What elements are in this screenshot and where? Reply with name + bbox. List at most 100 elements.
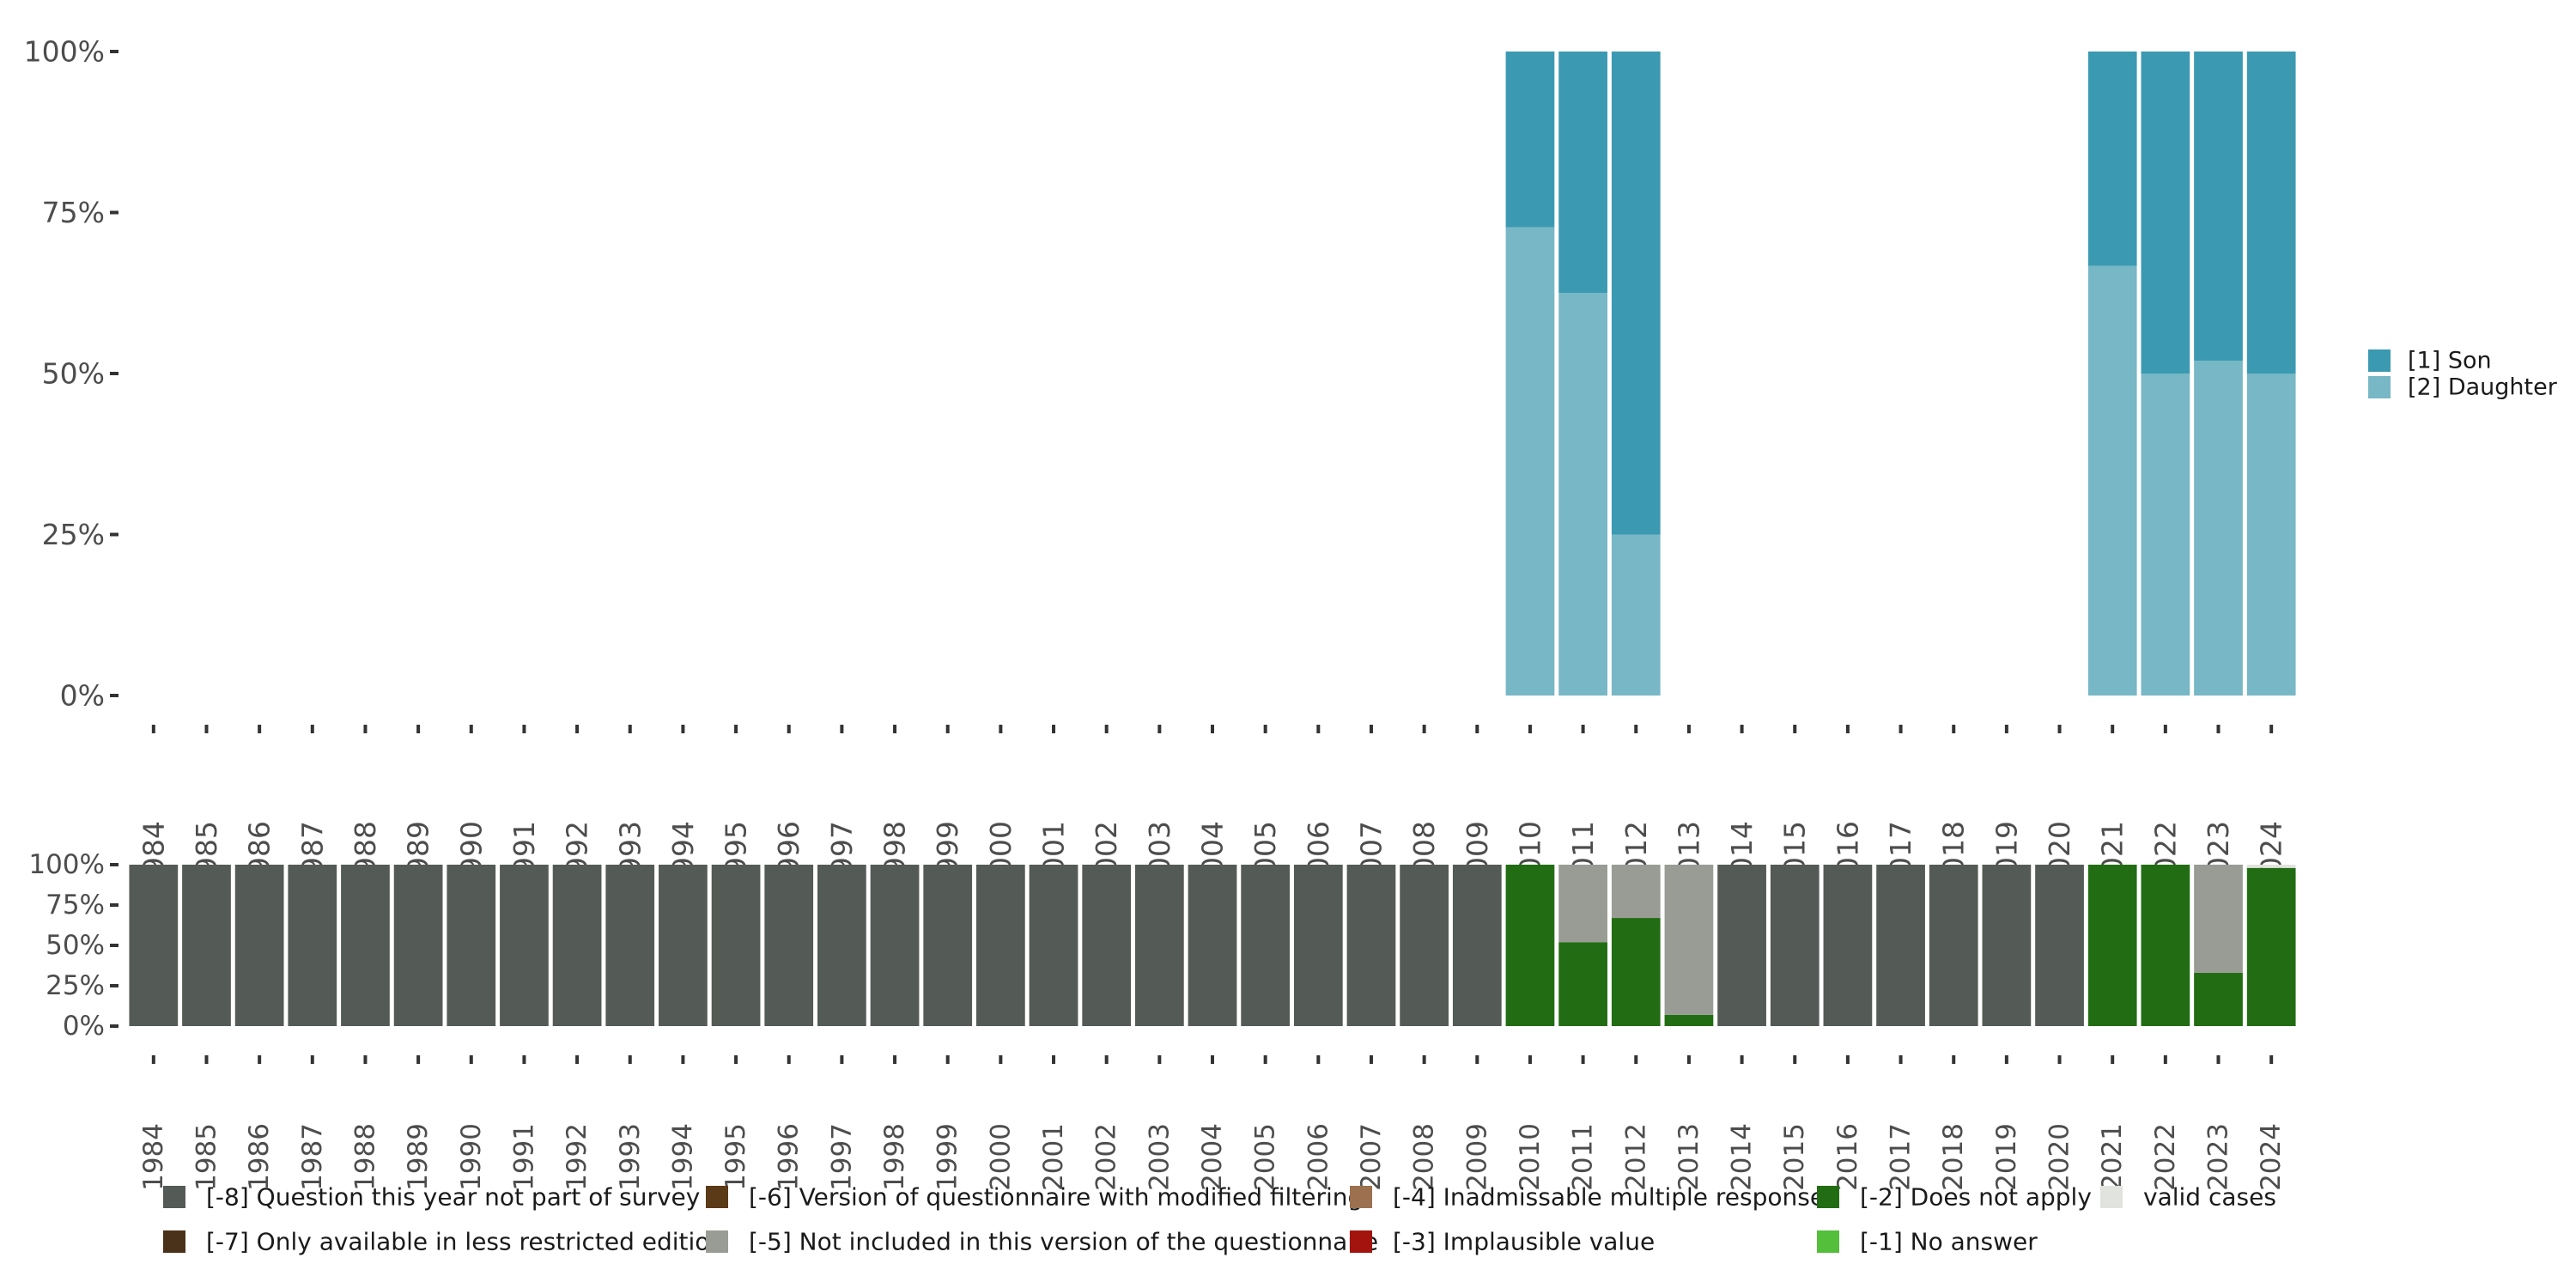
bar-2016-8-question-this-year-not-part-of-survey [1823, 865, 1873, 1026]
x-tick-label: 1996 [774, 1123, 805, 1191]
bar-2019-8-question-this-year-not-part-of-survey [1982, 865, 2032, 1026]
bar-2010-2-daughter [1505, 227, 1555, 696]
bar-2013-2-does-not-apply [1664, 1014, 1714, 1026]
x-tick-label: 2016 [1832, 1123, 1863, 1191]
x-tick-label: 2003 [1144, 1123, 1175, 1191]
x-tick-label: 2008 [1409, 1123, 1440, 1191]
bar-1984-8-question-this-year-not-part-of-survey [129, 865, 179, 1026]
bar-1992-8-question-this-year-not-part-of-survey [552, 865, 602, 1026]
x-tick-label: 2001 [1038, 1123, 1069, 1191]
bar-2021-2-daughter [2087, 265, 2137, 696]
legend-key-8-question-this-year-not-part-of-survey [163, 1186, 185, 1208]
x-tick-label: 2010 [1515, 1123, 1546, 1191]
x-tick-label: 1985 [191, 1123, 222, 1191]
legend-key-valid-cases [2100, 1186, 2123, 1208]
x-tick-label: 2013 [1674, 1123, 1704, 1191]
bar-1990-8-question-this-year-not-part-of-survey [447, 865, 496, 1026]
legend-label-3-implausible-value: [-3] Implausible value [1393, 1228, 1655, 1256]
legend-label-8-question-this-year-not-part-of-survey: [-8] Question this year not part of surv… [206, 1183, 700, 1212]
bar-2004-8-question-this-year-not-part-of-survey [1188, 865, 1237, 1026]
right-legend: [1] Son[2] Daughter [2368, 348, 2558, 401]
x-tick-label: 1994 [667, 1123, 698, 1191]
bar-2000-8-question-this-year-not-part-of-survey [976, 865, 1025, 1026]
legend-key-2-does-not-apply [1817, 1186, 1839, 1208]
legend-key-1-son [2368, 349, 2391, 372]
legend-label-1-son: [1] Son [2408, 348, 2492, 374]
bar-1988-8-question-this-year-not-part-of-survey [341, 865, 390, 1026]
bar-2022-2-does-not-apply [2141, 865, 2190, 1026]
bar-2024-2-daughter [2246, 374, 2296, 696]
bar-1993-8-question-this-year-not-part-of-survey [605, 865, 655, 1026]
x-tick-label: 1999 [933, 1123, 963, 1191]
x-tick-label: 1984 [138, 1123, 169, 1191]
main-chart: 0%25%50%75%100%1984 1985 1986 1987 1988 1989 1… [24, 35, 2296, 893]
legend-key-2-daughter [2368, 376, 2391, 398]
x-tick-label: 1991 [508, 1123, 539, 1191]
bar-2013-5-not-included-in-this-version-of-the-questionnaire [1664, 865, 1714, 1015]
y-tick-label: 100% [28, 849, 105, 880]
bar-2011-1-son [1558, 52, 1607, 294]
x-tick-label: 2009 [1461, 1123, 1492, 1191]
bar-2024-2-does-not-apply [2246, 867, 2296, 1026]
legend-key-6-version-of-questionnaire-with-modified-filtering [706, 1186, 728, 1208]
y-tick-label: 0% [60, 679, 105, 713]
bar-2011-5-not-included-in-this-version-of-the-questionnaire [1558, 865, 1607, 943]
x-tick-label: 2005 [1250, 1123, 1281, 1191]
bar-2023-2-does-not-apply [2194, 972, 2243, 1026]
x-tick-label: 2015 [1779, 1123, 1810, 1191]
x-tick-label: 2004 [1197, 1123, 1228, 1191]
bar-1986-8-question-this-year-not-part-of-survey [234, 865, 284, 1026]
bar-2002-8-question-this-year-not-part-of-survey [1082, 865, 1132, 1026]
legend-key-4-inadmissable-multiple-response [1350, 1186, 1372, 1208]
bar-2011-2-daughter [1558, 293, 1607, 696]
x-tick-label: 2021 [2097, 1123, 2128, 1191]
x-tick-label: 1987 [297, 1123, 328, 1191]
bar-2012-1-son [1611, 52, 1661, 535]
legend-key-7-only-available-in-less-restricted-edition [163, 1230, 185, 1253]
x-tick-label: 2012 [1620, 1123, 1651, 1191]
x-tick-label: 2017 [1886, 1123, 1917, 1191]
x-tick-label: 2023 [2203, 1123, 2234, 1191]
bar-1987-8-question-this-year-not-part-of-survey [288, 865, 337, 1026]
bar-2003-8-question-this-year-not-part-of-survey [1134, 865, 1184, 1026]
bar-2011-2-does-not-apply [1558, 942, 1607, 1026]
bar-2021-2-does-not-apply [2087, 865, 2137, 1026]
bottom-legend: [-8] Question this year not part of surv… [163, 1183, 2276, 1256]
bar-2023-2-daughter [2194, 361, 2243, 696]
x-tick-label: 1990 [456, 1123, 487, 1191]
y-tick-label: 75% [42, 196, 105, 229]
y-tick-label: 50% [42, 357, 105, 391]
missing-chart: 0% 25% 50% 75% 100% 1984 1985 1986 1987 1988 1989 1… [28, 849, 2296, 1191]
bar-2017-8-question-this-year-not-part-of-survey [1876, 865, 1925, 1026]
bar-2022-1-son [2141, 52, 2190, 374]
x-tick-label: 1992 [562, 1123, 592, 1191]
x-tick-label: 1986 [244, 1123, 275, 1191]
bar-2007-8-question-this-year-not-part-of-survey [1346, 865, 1396, 1026]
legend-label-1-no-answer: [-1] No answer [1860, 1228, 2038, 1256]
bar-2012-5-not-included-in-this-version-of-the-questionnaire [1611, 865, 1661, 919]
legend-label-4-inadmissable-multiple-response: [-4] Inadmissable multiple response [1393, 1183, 1825, 1212]
bar-1985-8-question-this-year-not-part-of-survey [182, 865, 231, 1026]
bar-2024-1-son [2246, 52, 2296, 374]
x-tick-label: 2024 [2256, 1123, 2287, 1191]
bar-1996-8-question-this-year-not-part-of-survey [764, 865, 814, 1026]
x-tick-label: 2020 [2044, 1123, 2075, 1191]
bar-2012-2-daughter [1611, 534, 1661, 696]
x-tick-label: 1988 [349, 1123, 380, 1191]
x-tick-label: 1993 [615, 1123, 646, 1191]
bar-2021-1-son [2087, 52, 2137, 266]
legend-key-1-no-answer [1817, 1230, 1839, 1253]
bar-2009-8-question-this-year-not-part-of-survey [1452, 865, 1502, 1026]
bar-2024-valid-cases [2246, 865, 2296, 868]
bar-1995-8-question-this-year-not-part-of-survey [711, 865, 761, 1026]
x-tick-label: 1997 [826, 1123, 857, 1191]
bar-2010-1-son [1505, 52, 1555, 228]
bar-2001-8-question-this-year-not-part-of-survey [1029, 865, 1078, 1026]
legend-label-2-daughter: [2] Daughter [2408, 374, 2558, 401]
bar-2023-1-son [2194, 52, 2243, 361]
x-tick-label: 2006 [1303, 1123, 1334, 1191]
y-tick-label: 0% [63, 1011, 105, 1042]
bar-1991-8-question-this-year-not-part-of-survey [500, 865, 549, 1026]
legend-label-5-not-included-in-this-version-of-the-questionnaire: [-5] Not included in this version of the… [749, 1228, 1378, 1256]
x-tick-label: 1995 [720, 1123, 751, 1191]
